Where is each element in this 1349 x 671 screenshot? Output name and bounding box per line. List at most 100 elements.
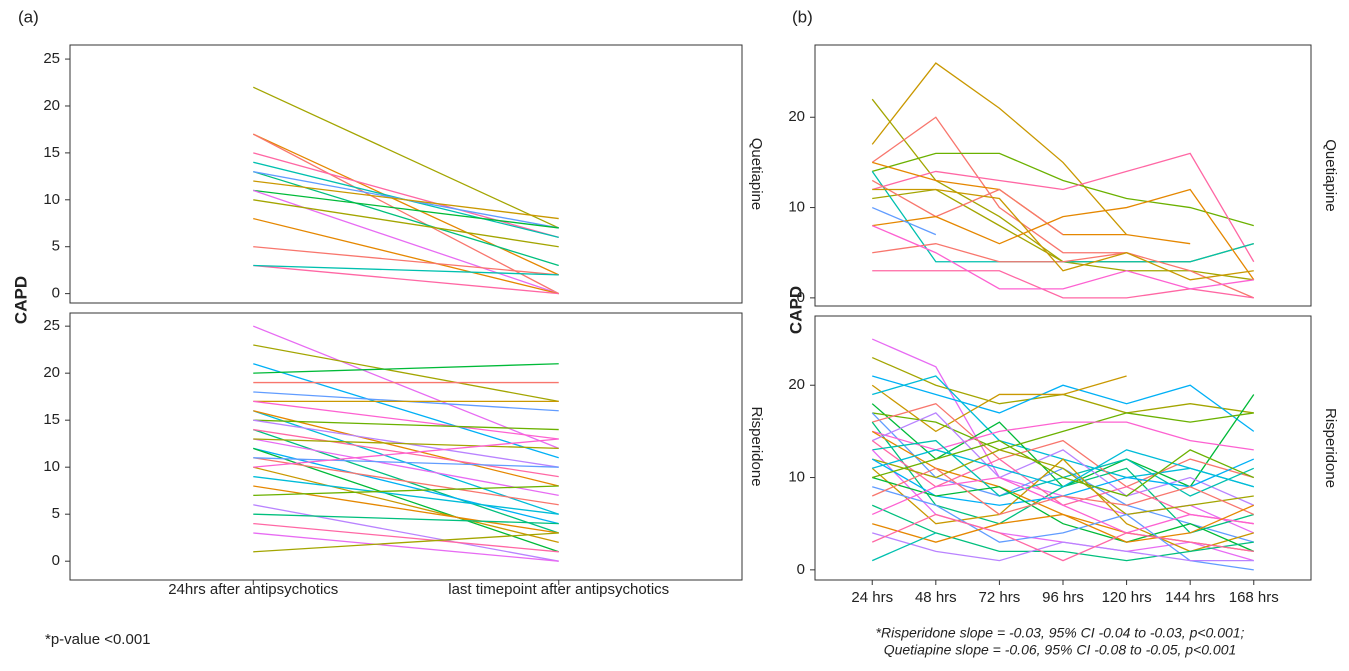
series-line	[253, 86, 559, 229]
y-tick-label: 10	[788, 469, 805, 486]
x-tick-label: 24 hrs	[851, 589, 893, 606]
series-line	[253, 419, 559, 431]
series-line	[872, 449, 1254, 516]
series-line	[253, 532, 559, 553]
y-axis-label: CAPD	[11, 276, 30, 324]
series-line	[253, 344, 559, 403]
x-tick-label: 144 hrs	[1165, 589, 1215, 606]
x-tick-label: 24hrs after antipsychotics	[168, 581, 338, 598]
series-line	[872, 449, 1254, 488]
footnote: *p-value <0.001	[45, 631, 151, 648]
series-line	[253, 532, 559, 562]
facet-label: Quetiapine	[1322, 139, 1339, 212]
y-tick-label: 20	[43, 364, 60, 381]
series-line	[253, 504, 559, 562]
y-tick-label: 10	[788, 199, 805, 216]
y-tick-label: 5	[52, 238, 60, 255]
series-line	[871, 116, 1127, 254]
plot-frame	[69, 44, 743, 304]
y-tick-label: 0	[52, 552, 60, 569]
y-tick-label: 10	[43, 191, 60, 208]
series-line	[252, 133, 560, 295]
series-line	[253, 217, 559, 295]
series-line	[872, 243, 1255, 299]
footnote: Quetiapine slope = -0.06, 95% CI -0.08 t…	[884, 642, 1237, 658]
series-line	[871, 476, 1254, 534]
x-tick-label: 120 hrs	[1102, 589, 1152, 606]
y-tick-label: 25	[43, 50, 60, 67]
series-line	[253, 457, 559, 468]
series-line	[871, 375, 1127, 433]
series-line	[253, 152, 559, 238]
y-tick-label: 10	[43, 458, 60, 475]
y-tick-label: 20	[788, 108, 805, 125]
plot-frame	[69, 312, 743, 581]
series-line	[253, 438, 559, 450]
series-line	[253, 485, 559, 497]
series-line	[872, 152, 1255, 263]
series-line	[253, 400, 559, 440]
y-tick-label: 15	[43, 144, 60, 161]
series-line	[253, 189, 559, 229]
series-line	[253, 199, 559, 248]
series-line	[871, 179, 1064, 236]
series-line	[253, 438, 559, 497]
y-tick-label: 20	[788, 376, 805, 393]
series-line	[872, 532, 1254, 562]
facet-label: Risperidone	[1322, 408, 1339, 488]
panel-label: (a)	[18, 7, 39, 26]
facet-label: Quetiapine	[748, 138, 765, 211]
series-line	[872, 188, 1254, 281]
series-line	[872, 375, 1255, 432]
series-line	[253, 447, 559, 525]
series-line	[253, 410, 559, 487]
series-line	[872, 439, 1255, 497]
series-line	[872, 270, 1254, 299]
footnote: *Risperidone slope = -0.03, 95% CI -0.04…	[876, 625, 1245, 641]
series-line	[253, 133, 559, 276]
x-tick-label: 72 hrs	[979, 589, 1021, 606]
series-line	[253, 475, 559, 515]
series-line	[871, 532, 937, 562]
series-line	[253, 246, 559, 276]
series-line	[872, 504, 1255, 543]
plot-frame	[814, 44, 1312, 307]
series-line	[872, 476, 1255, 552]
series-line	[253, 522, 559, 553]
y-tick-label: 0	[797, 289, 805, 306]
series-line	[253, 466, 559, 544]
x-tick-label: 96 hrs	[1042, 589, 1084, 606]
series-line	[871, 513, 1254, 562]
series-line	[253, 264, 559, 295]
series-line	[253, 189, 559, 295]
x-tick-label: last timepoint after antipsychotics	[448, 581, 669, 598]
series-line	[871, 225, 1254, 290]
series-line	[872, 412, 1254, 451]
facet-label: Risperidone	[748, 406, 765, 486]
x-tick-label: 48 hrs	[915, 589, 957, 606]
series-line	[253, 180, 559, 220]
y-tick-label: 15	[43, 411, 60, 428]
series-line	[253, 264, 559, 276]
panel-label: (b)	[792, 7, 813, 26]
series-line	[253, 513, 559, 525]
series-line	[872, 188, 1255, 281]
series-line	[253, 457, 559, 506]
series-line	[253, 485, 559, 534]
series-line	[872, 402, 1254, 488]
series-line	[253, 438, 559, 468]
y-tick-label: 0	[797, 561, 805, 578]
series-line	[253, 363, 559, 374]
series-line	[253, 325, 559, 449]
series-line	[872, 486, 1254, 571]
series-line	[871, 412, 1255, 506]
y-tick-label: 20	[43, 97, 60, 114]
series-line	[871, 206, 937, 236]
y-tick-label: 5	[52, 505, 60, 522]
x-tick-label: 168 hrs	[1229, 589, 1279, 606]
series-line	[871, 467, 1255, 516]
series-line	[872, 152, 1254, 227]
series-line	[253, 363, 559, 459]
y-tick-label: 25	[43, 317, 60, 334]
